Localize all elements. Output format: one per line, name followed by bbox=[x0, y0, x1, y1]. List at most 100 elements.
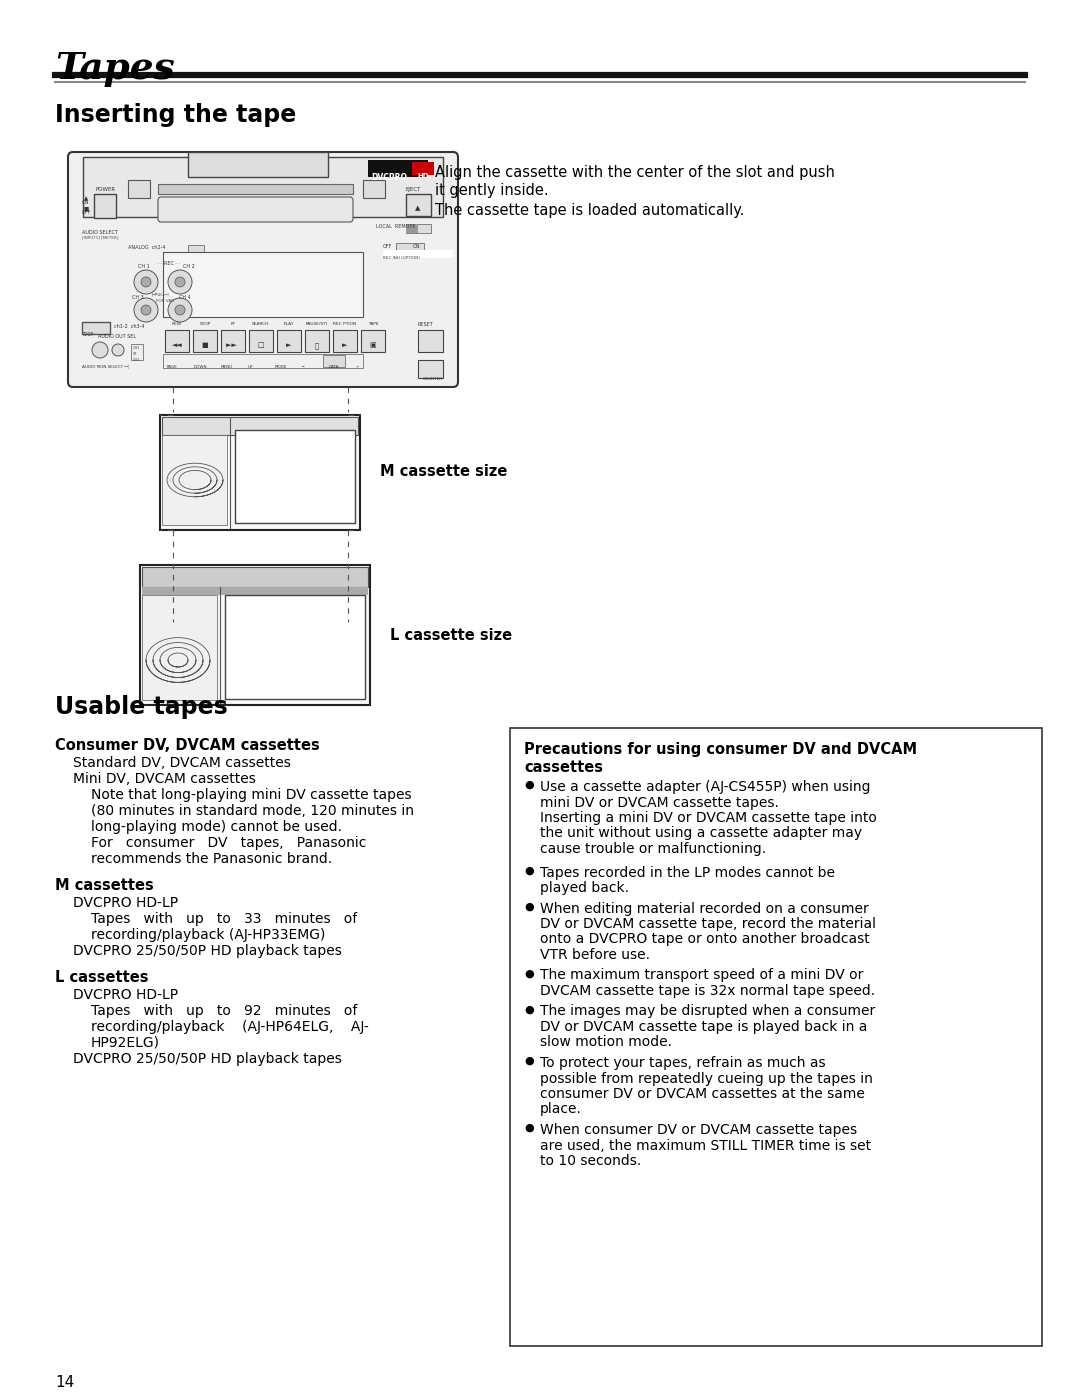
Text: HP92ELG): HP92ELG) bbox=[91, 1037, 160, 1051]
Text: HD: HD bbox=[417, 173, 429, 179]
Bar bbox=[368, 161, 428, 177]
Text: Tapes   with   up   to   92   minutes   of: Tapes with up to 92 minutes of bbox=[91, 1004, 357, 1018]
Bar bbox=[83, 156, 443, 217]
Text: ►►: ►► bbox=[227, 342, 240, 348]
Text: Tapes recorded in the LP modes cannot be: Tapes recorded in the LP modes cannot be bbox=[540, 866, 835, 880]
Text: CH2: CH2 bbox=[133, 358, 140, 362]
Text: AUDIO SELECT: AUDIO SELECT bbox=[82, 231, 118, 235]
Bar bbox=[82, 321, 110, 334]
Text: COUNTER: COUNTER bbox=[423, 377, 443, 381]
Text: DOWN: DOWN bbox=[194, 365, 207, 369]
Text: cassettes: cassettes bbox=[524, 760, 603, 775]
Text: ⏸: ⏸ bbox=[315, 342, 319, 349]
Text: CH1: CH1 bbox=[133, 346, 140, 351]
Text: long-playing mode) cannot be used.: long-playing mode) cannot be used. bbox=[91, 820, 342, 834]
Text: Inserting the tape: Inserting the tape bbox=[55, 103, 296, 127]
Text: FF: FF bbox=[230, 321, 235, 326]
Bar bbox=[235, 430, 355, 522]
Text: 14: 14 bbox=[55, 1375, 75, 1390]
Text: Consumer DV, DVCAM cassettes: Consumer DV, DVCAM cassettes bbox=[55, 738, 320, 753]
Bar bbox=[188, 244, 204, 253]
Text: EJECT: EJECT bbox=[406, 187, 421, 191]
Bar bbox=[333, 330, 357, 352]
Text: L cassette size: L cassette size bbox=[390, 627, 512, 643]
FancyBboxPatch shape bbox=[158, 197, 353, 222]
Text: Tapes: Tapes bbox=[55, 50, 175, 87]
Text: PLAY: PLAY bbox=[284, 321, 294, 326]
Bar bbox=[162, 416, 357, 434]
Text: ●: ● bbox=[524, 1004, 534, 1014]
Text: ►: ► bbox=[286, 342, 292, 348]
Bar bbox=[160, 415, 360, 529]
Text: □: □ bbox=[258, 342, 265, 348]
Circle shape bbox=[168, 270, 192, 293]
Text: SEARCH: SEARCH bbox=[253, 321, 270, 326]
Circle shape bbox=[141, 277, 151, 286]
Text: RESET: RESET bbox=[418, 321, 434, 327]
Bar bbox=[361, 330, 384, 352]
Text: ●: ● bbox=[524, 1056, 534, 1066]
Text: LOCAL  REMOTE: LOCAL REMOTE bbox=[376, 224, 416, 229]
Text: Standard DV, DVCAM cassettes: Standard DV, DVCAM cassettes bbox=[73, 756, 291, 770]
Text: DV or DVCAM cassette tape, record the material: DV or DVCAM cassette tape, record the ma… bbox=[540, 916, 876, 930]
Text: OFF: OFF bbox=[82, 210, 91, 215]
Text: (80 minutes in standard mode, 120 minutes in: (80 minutes in standard mode, 120 minute… bbox=[91, 805, 414, 819]
Text: Usable tapes: Usable tapes bbox=[55, 694, 228, 719]
Text: M cassettes: M cassettes bbox=[55, 877, 153, 893]
Bar bbox=[94, 194, 116, 218]
Text: REC PTION: REC PTION bbox=[334, 321, 356, 326]
Circle shape bbox=[141, 305, 151, 314]
Text: The maximum transport speed of a mini DV or: The maximum transport speed of a mini DV… bbox=[540, 968, 863, 982]
Text: Align the cassette with the center of the slot and push: Align the cassette with the center of th… bbox=[435, 165, 835, 180]
Text: Use a cassette adapter (AJ-CS455P) when using: Use a cassette adapter (AJ-CS455P) when … bbox=[540, 780, 870, 793]
Text: DATA: DATA bbox=[328, 365, 339, 369]
Text: ST: ST bbox=[133, 352, 137, 356]
Text: The images may be disrupted when a consumer: The images may be disrupted when a consu… bbox=[540, 1004, 875, 1018]
Text: ●: ● bbox=[524, 1123, 534, 1133]
Text: TAPE: TAPE bbox=[367, 321, 378, 326]
Bar bbox=[163, 353, 363, 367]
Text: Note that long-playing mini DV cassette tapes: Note that long-playing mini DV cassette … bbox=[91, 788, 411, 802]
Text: slow motion mode.: slow motion mode. bbox=[540, 1035, 672, 1049]
Text: recommends the Panasonic brand.: recommends the Panasonic brand. bbox=[91, 852, 333, 866]
Text: |─PULL─|: |─PULL─| bbox=[152, 292, 170, 296]
Text: CH 3: CH 3 bbox=[132, 295, 144, 300]
Bar bbox=[406, 194, 431, 217]
Text: AUDIO OUT SEL: AUDIO OUT SEL bbox=[98, 334, 136, 339]
FancyBboxPatch shape bbox=[68, 152, 458, 387]
Bar bbox=[188, 152, 328, 177]
Text: DV or DVCAM cassette tape is played back in a: DV or DVCAM cassette tape is played back… bbox=[540, 1020, 867, 1034]
Text: recording/playback    (AJ-HP64ELG,    AJ-: recording/playback (AJ-HP64ELG, AJ- bbox=[91, 1020, 368, 1034]
Text: · · REC · ·: · · REC · · bbox=[158, 261, 180, 265]
Text: recording/playback (AJ-HP33EMG): recording/playback (AJ-HP33EMG) bbox=[91, 928, 325, 942]
Text: Inserting a mini DV or DVCAM cassette tape into: Inserting a mini DV or DVCAM cassette ta… bbox=[540, 812, 877, 826]
Circle shape bbox=[168, 298, 192, 321]
Bar bbox=[141, 587, 368, 595]
Circle shape bbox=[92, 342, 108, 358]
Text: For   consumer   DV   tapes,   Panasonic: For consumer DV tapes, Panasonic bbox=[91, 835, 366, 849]
Bar bbox=[418, 330, 443, 352]
Bar bbox=[411, 162, 434, 175]
Text: mini DV or DVCAM cassette tapes.: mini DV or DVCAM cassette tapes. bbox=[540, 795, 779, 809]
Text: REC INH (OPTION): REC INH (OPTION) bbox=[383, 256, 420, 260]
Bar bbox=[276, 330, 301, 352]
Text: ON: ON bbox=[82, 200, 90, 205]
Text: cause trouble or malfunctioning.: cause trouble or malfunctioning. bbox=[540, 842, 766, 856]
Text: DVCPRO 25/50/50P HD playback tapes: DVCPRO 25/50/50P HD playback tapes bbox=[73, 944, 342, 958]
Text: ▣: ▣ bbox=[369, 342, 376, 348]
Bar bbox=[141, 567, 368, 587]
Bar bbox=[162, 434, 227, 525]
Text: possible from repeatedly cueing up the tapes in: possible from repeatedly cueing up the t… bbox=[540, 1071, 873, 1085]
Bar bbox=[406, 224, 418, 233]
Text: CH 1: CH 1 bbox=[138, 264, 150, 270]
Text: ch1-2  ch3-4: ch1-2 ch3-4 bbox=[114, 324, 145, 330]
Text: ●: ● bbox=[524, 968, 534, 978]
Bar bbox=[165, 330, 189, 352]
Text: ■: ■ bbox=[84, 205, 90, 211]
Text: M cassette size: M cassette size bbox=[380, 464, 508, 479]
Text: MODE: MODE bbox=[274, 365, 287, 369]
Text: DVCPRO 25/50/50P HD playback tapes: DVCPRO 25/50/50P HD playback tapes bbox=[73, 1052, 342, 1066]
Text: Mini DV, DVCAM cassettes: Mini DV, DVCAM cassettes bbox=[73, 773, 256, 787]
Text: The cassette tape is loaded automatically.: The cassette tape is loaded automaticall… bbox=[435, 203, 744, 218]
Text: +: + bbox=[355, 365, 359, 369]
